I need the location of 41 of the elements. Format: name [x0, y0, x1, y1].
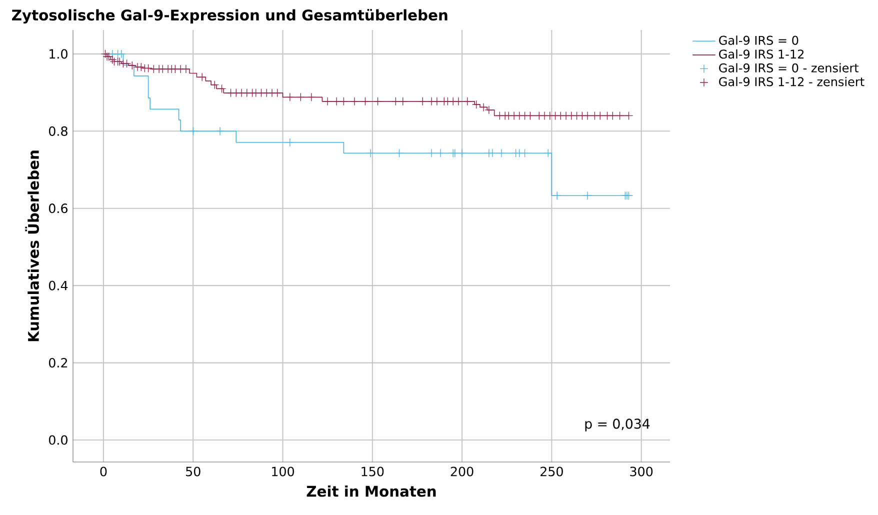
- legend-label: Gal-9 IRS 1-12 - zensiert: [719, 76, 864, 86]
- point: [427, 148, 436, 158]
- x-tick-label: 200: [450, 466, 474, 476]
- legend-label: Gal-9 IRS = 0: [719, 36, 798, 45]
- y-tick-label: 1.0: [50, 49, 68, 59]
- point: [520, 148, 530, 158]
- y-axis-title: Kumulatives Überleben: [25, 150, 39, 342]
- point: [436, 148, 445, 158]
- y-tick-label: 0.0: [48, 435, 68, 445]
- point: [448, 148, 458, 158]
- chart-title: Zytosolische Gal-9-Expression und Gesamtüberleben: [12, 9, 448, 24]
- point: [394, 148, 404, 158]
- annotation: p = 0,034: [585, 418, 650, 432]
- point: [458, 148, 466, 158]
- point: [552, 191, 562, 200]
- y-tick-label: 0.2: [48, 358, 68, 368]
- x-tick-label: 150: [362, 466, 384, 476]
- x-axis-title: Zeit in Monaten: [306, 485, 436, 497]
- legend-label: Gal-9 IRS 1-12: [719, 49, 804, 59]
- point: [622, 191, 632, 200]
- legend-label: Gal-9 IRS = 0 - zensiert: [719, 63, 859, 72]
- point: [620, 191, 630, 200]
- point: [216, 126, 224, 136]
- y-tick-label: 0.4: [48, 280, 68, 290]
- point: [286, 138, 294, 147]
- point: [488, 148, 497, 158]
- point: [188, 126, 198, 136]
- point: [544, 148, 552, 158]
- y-tick-label: 0.6: [48, 204, 68, 214]
- x-tick-label: 0: [100, 466, 107, 476]
- x-tick-label: 300: [630, 466, 653, 476]
- point: [450, 148, 460, 158]
- x-tick-label: 50: [186, 466, 200, 476]
- x-tick-label: 100: [272, 466, 294, 476]
- point: [497, 148, 506, 158]
- point: [583, 191, 592, 200]
- y-tick-label: 0.8: [48, 126, 68, 136]
- point: [117, 50, 126, 58]
- point: [515, 148, 524, 158]
- point: [366, 148, 375, 158]
- x-tick-label: 250: [540, 466, 563, 476]
